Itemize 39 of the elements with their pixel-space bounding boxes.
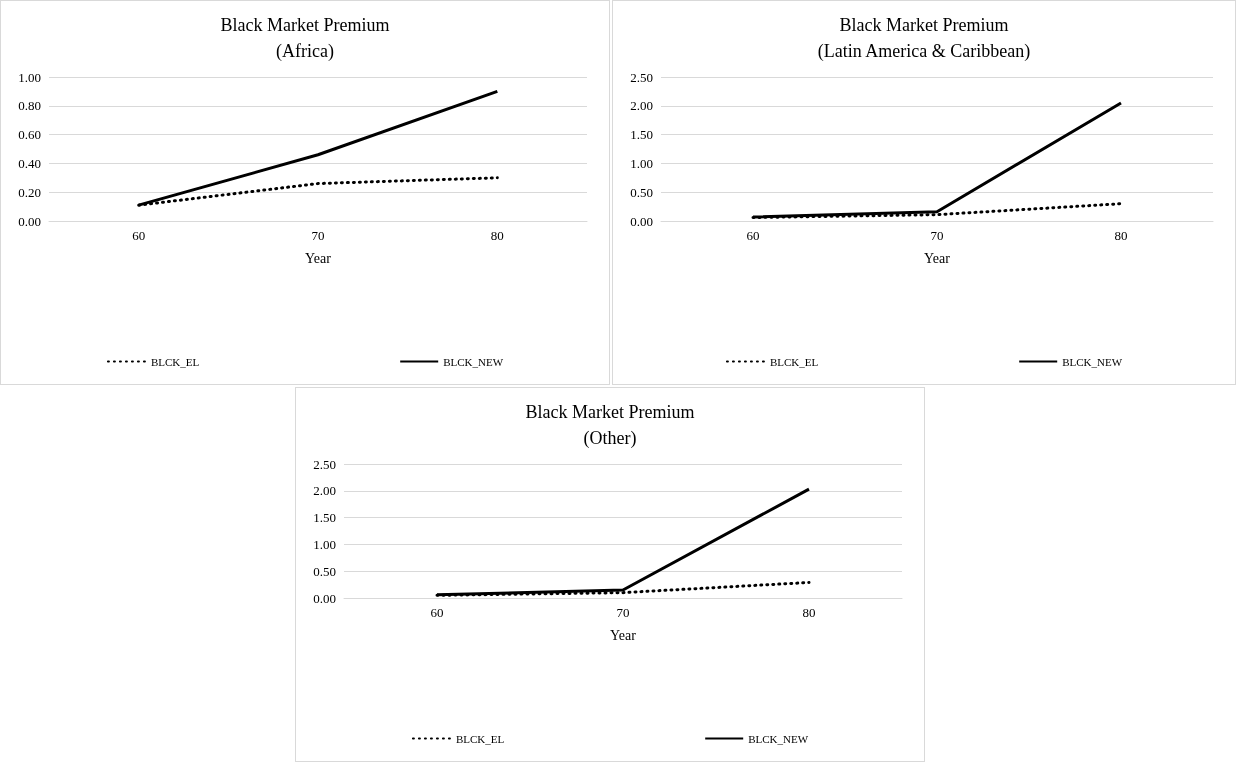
x-tick-label: 70 — [930, 228, 944, 243]
x-axis-title: Year — [305, 250, 332, 266]
legend-label: BLCK_EL — [769, 355, 819, 368]
y-tick-label: 1.00 — [313, 536, 336, 552]
chart-title: Black Market Premium (Latin America & Caribbean) — [817, 15, 1031, 62]
x-axis-title: Year — [610, 627, 637, 643]
x-tick-label: 60 — [430, 605, 444, 620]
x-tick-label: 80 — [802, 605, 816, 620]
chart-title: Black Market Premium (Other) — [525, 402, 695, 449]
y-tick-label: 0.20 — [18, 184, 41, 200]
y-tick-label: 1.50 — [630, 127, 653, 143]
y-tick-label: 2.50 — [630, 69, 653, 85]
y-tick-label: 2.00 — [630, 98, 653, 114]
legend-label: BLCK_EL — [455, 732, 505, 745]
legend-label: BLCK_EL — [150, 355, 200, 368]
y-tick-label: 1.00 — [18, 69, 41, 85]
legend-label: BLCK_NEW — [443, 355, 504, 368]
y-tick-label: 0.80 — [18, 98, 41, 114]
legend-label: BLCK_NEW — [1062, 355, 1123, 368]
x-tick-label: 80 — [1114, 228, 1128, 243]
x-tick-label: 70 — [616, 605, 630, 620]
x-axis-title: Year — [924, 250, 951, 266]
y-tick-label: 0.00 — [313, 590, 336, 606]
y-tick-label: 2.50 — [313, 456, 336, 472]
y-tick-label: 2.00 — [313, 483, 336, 499]
x-tick-label: 80 — [490, 228, 504, 243]
y-tick-label: 0.40 — [18, 155, 41, 171]
legend-label: BLCK_NEW — [748, 732, 809, 745]
y-tick-label: 0.00 — [18, 213, 41, 229]
y-tick-label: 1.50 — [313, 510, 336, 526]
y-tick-label: 0.00 — [630, 213, 653, 229]
y-tick-label: 0.60 — [18, 127, 41, 143]
y-tick-label: 0.50 — [630, 184, 653, 200]
y-tick-label: 0.50 — [313, 563, 336, 579]
x-tick-label: 70 — [311, 228, 325, 243]
y-tick-label: 1.00 — [630, 155, 653, 171]
x-tick-label: 60 — [132, 228, 146, 243]
chart-title: Black Market Premium (Africa) — [220, 15, 390, 62]
x-tick-label: 60 — [746, 228, 760, 243]
